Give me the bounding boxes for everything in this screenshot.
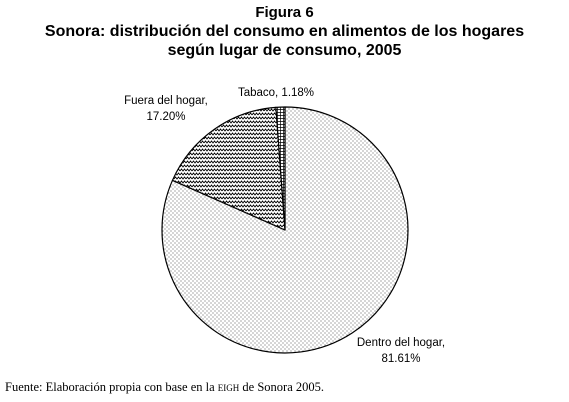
source-note: Fuente: Elaboración propia con base en l… bbox=[5, 380, 324, 395]
chart-title: Sonora: distribución del consumo en alim… bbox=[0, 22, 569, 60]
slice-label-tabaco: Tabaco, 1.18% bbox=[238, 87, 314, 99]
chart-title-line-1: Sonora: distribución del consumo en alim… bbox=[44, 23, 525, 40]
figure-label: Figura 6 bbox=[255, 4, 314, 21]
slice-value-fuera-del-hogar: 17.20% bbox=[146, 111, 185, 123]
source-text-suffix: de Sonora 2005. bbox=[239, 380, 324, 394]
pie-labels: Tabaco, 1.18% Fuera del hogar, 17.20% De… bbox=[124, 87, 445, 365]
pie-slice-tabaco bbox=[275, 106, 286, 231]
pie-slice-fuera-del-hogar bbox=[171, 106, 286, 231]
slice-label-fuera-del-hogar: Fuera del hogar, bbox=[124, 95, 208, 107]
source-abbreviation: eigh bbox=[217, 380, 240, 394]
slice-value-dentro-del-hogar: 81.61% bbox=[381, 353, 420, 365]
slice-label-dentro-del-hogar: Dentro del hogar, bbox=[357, 337, 445, 349]
chart-title-line-2: según lugar de consumo, 2005 bbox=[167, 42, 402, 59]
pie-slices bbox=[161, 106, 409, 354]
source-text-prefix: Fuente: Elaboración propia con base en l… bbox=[5, 380, 218, 394]
